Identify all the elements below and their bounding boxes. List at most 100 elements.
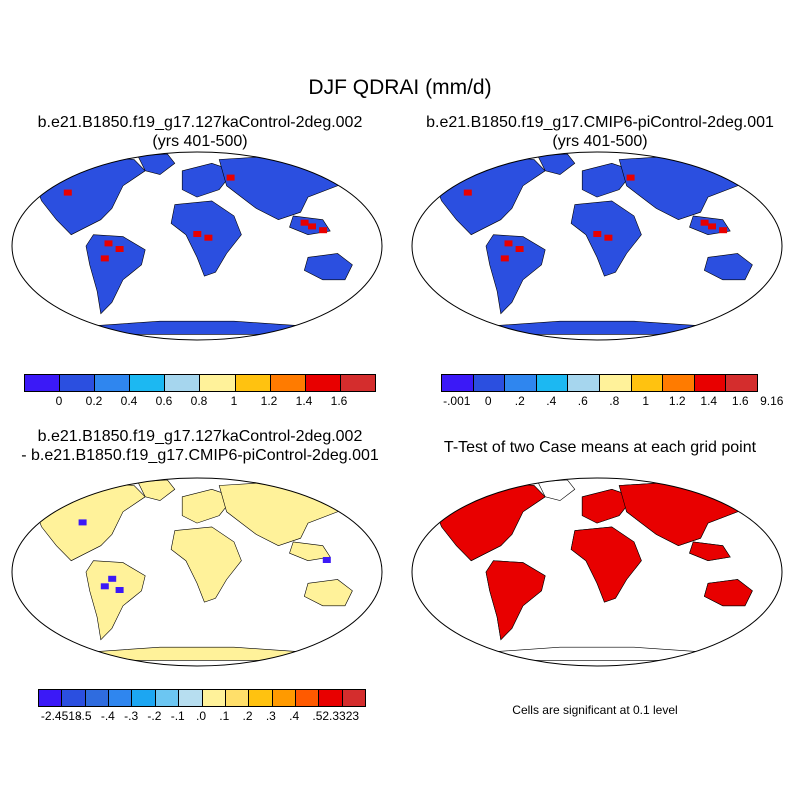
colorbar-label: .5 xyxy=(312,709,323,723)
panel-title-top-left: b.e21.B1850.f19_g17.127kaControl-2deg.00… xyxy=(5,113,395,151)
colorbar-top-right xyxy=(441,374,758,392)
colorbar-swatch xyxy=(85,690,110,706)
continent-australia xyxy=(303,253,353,281)
world-map-top-right xyxy=(411,151,783,341)
map-border xyxy=(411,151,783,341)
grid-cell xyxy=(719,227,728,234)
colorbar-label: 1 xyxy=(642,394,650,408)
colorbar-label: 1.4 xyxy=(700,394,718,408)
colorbar-label: 1.2 xyxy=(668,394,686,408)
colorbar-label: 2.3323 xyxy=(322,709,360,723)
land-layer xyxy=(26,153,353,335)
colorbar-label: 0.2 xyxy=(85,394,103,408)
colorbar-label: 0 xyxy=(484,394,492,408)
colorbar-top-left xyxy=(24,374,376,392)
colorbar-swatch xyxy=(39,690,63,706)
colorbar-label: 1.6 xyxy=(330,394,348,408)
colorbar-label: .8 xyxy=(609,394,620,408)
colorbar-swatch xyxy=(165,375,201,391)
colorbar-swatch xyxy=(132,690,156,706)
significant-region-south-america xyxy=(485,560,546,641)
grid-cell xyxy=(504,240,513,247)
grid-cell xyxy=(500,255,509,262)
colorbar-swatch xyxy=(473,375,506,391)
continent-australia xyxy=(703,253,753,281)
grid-cell xyxy=(115,587,124,593)
colorbar-label: -.3 xyxy=(124,709,139,723)
colorbar-label: -.4 xyxy=(100,709,115,723)
colorbar-label: 0 xyxy=(55,394,63,408)
figure-title: DJF QDRAI (mm/d) xyxy=(308,76,492,99)
colorbar-labels-top-left: 0 0.2 0.4 0.6 0.8 1 1.2 1.4 1.6 xyxy=(24,394,374,410)
grid-cell xyxy=(322,557,331,563)
colorbar-swatch xyxy=(202,690,226,706)
colorbar-labels-bottom-left: -2.4518 -.5 -.4 -.3 -.2 -.1 .0 .1 .2 .3 .4 .5 2.3323 xyxy=(38,709,364,725)
colorbar-label: 0.6 xyxy=(155,394,173,408)
significant-region-europe xyxy=(581,488,635,524)
colorbar-label: 9.16 xyxy=(760,394,784,408)
colorbar-swatch xyxy=(155,690,180,706)
panel-title-line1: b.e21.B1850.f19_g17.127kaControl-2deg.00… xyxy=(37,114,363,131)
colorbar-label: -.001 xyxy=(443,394,471,408)
grid-cell xyxy=(708,223,716,230)
grid-cell xyxy=(700,219,709,226)
colorbar-swatch xyxy=(130,375,166,391)
colorbar-swatch xyxy=(95,375,131,391)
grid-cell xyxy=(100,255,109,262)
panel-title-bottom-left: b.e21.B1850.f19_g17.127kaControl-2deg.00… xyxy=(0,427,400,465)
grid-cell xyxy=(319,227,328,234)
colorbar-swatch xyxy=(295,690,320,706)
map-border xyxy=(411,477,783,667)
colorbar-label: 1.6 xyxy=(731,394,749,408)
panel-title-top-right: b.e21.B1850.f19_g17.CMIP6-piControl-2deg… xyxy=(405,113,795,151)
continent-europe xyxy=(181,162,235,198)
continent-greenland xyxy=(137,479,176,501)
continent-greenland xyxy=(137,153,176,175)
grid-cell xyxy=(226,174,235,181)
grid-cell xyxy=(100,583,109,590)
colorbar-swatch xyxy=(505,375,537,391)
panel-title-line2: (yrs 401-500) xyxy=(552,133,648,150)
map-border xyxy=(11,477,383,667)
continent-europe xyxy=(181,488,235,524)
grid-cell xyxy=(626,174,635,181)
colorbar-label: -.1 xyxy=(170,709,185,723)
colorbar-swatch xyxy=(235,375,271,391)
panel-title-line1: b.e21.B1850.f19_g17.127kaControl-2deg.00… xyxy=(37,428,363,445)
colorbar-swatch xyxy=(319,690,343,706)
grid-cell xyxy=(308,223,316,230)
world-map-top-left xyxy=(11,151,383,341)
grid-cell xyxy=(104,240,113,247)
panel-title-line2: (yrs 401-500) xyxy=(152,133,248,150)
continent-se-asia xyxy=(289,541,331,562)
colorbar-swatch xyxy=(225,690,250,706)
colorbar-swatch xyxy=(249,690,273,706)
map-border xyxy=(11,151,383,341)
colorbar-label: 0.8 xyxy=(190,394,208,408)
colorbar-swatch xyxy=(442,375,474,391)
grid-cell xyxy=(78,519,87,526)
colorbar-swatch xyxy=(62,690,86,706)
colorbar-label: .6 xyxy=(577,394,588,408)
grid-cell xyxy=(515,246,524,252)
grid-cell xyxy=(193,231,202,237)
colorbar-label: .0 xyxy=(195,709,207,723)
colorbar-swatch xyxy=(179,690,203,706)
panel-title-line1: T-Test of two Case means at each grid po… xyxy=(443,439,757,456)
colorbar-label: -.2 xyxy=(147,709,162,723)
colorbar-label: 1.4 xyxy=(295,394,313,408)
panel-title-line2: - b.e21.B1850.f19_g17.CMIP6-piControl-2d… xyxy=(21,447,379,464)
colorbar-swatch xyxy=(60,375,96,391)
continent-europe xyxy=(581,162,635,198)
world-map-bottom-left xyxy=(11,477,383,667)
land-layer xyxy=(426,153,753,335)
colorbar-bottom-left xyxy=(38,689,366,707)
grid-cell xyxy=(463,189,472,196)
continent-south-america xyxy=(485,234,546,315)
panel-title-line1: b.e21.B1850.f19_g17.CMIP6-piControl-2deg… xyxy=(426,114,774,131)
grid-cell xyxy=(604,234,613,241)
colorbar-swatch xyxy=(305,375,341,391)
continent-australia xyxy=(303,579,353,607)
colorbar-label: .4 xyxy=(289,709,300,723)
colorbar-label: 1 xyxy=(230,394,238,408)
